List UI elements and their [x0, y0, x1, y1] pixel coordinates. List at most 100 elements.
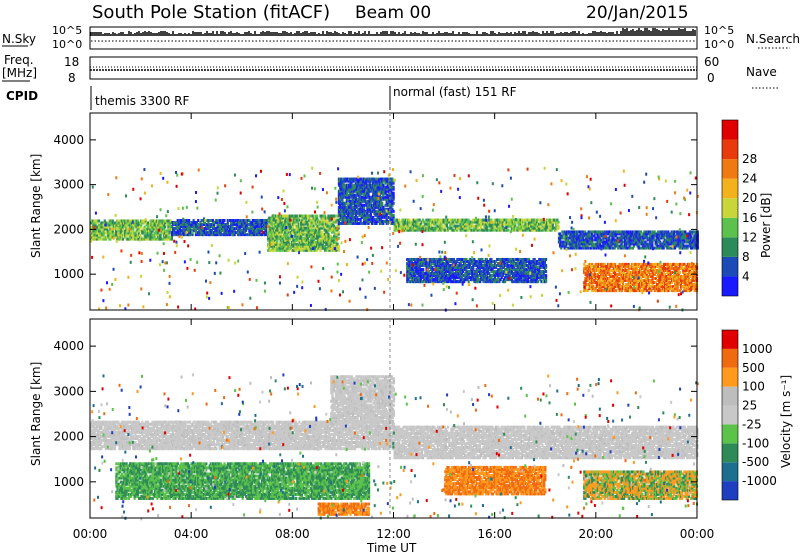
freq-tick-top: 18: [64, 55, 79, 69]
echo-cell: [374, 201, 377, 205]
echo-cell: [127, 233, 130, 237]
echo-cell: [224, 227, 227, 231]
echo-cell: [168, 223, 171, 227]
echo-cell: [298, 246, 302, 250]
echo-cell: [268, 226, 271, 230]
echo-cell: [362, 197, 366, 201]
echo-cell: [127, 219, 130, 223]
echo-cell: [161, 227, 164, 231]
echo-cell: [348, 189, 351, 193]
echo-cell: [362, 193, 366, 197]
echo-cell: [182, 223, 185, 227]
echo-cell: [181, 229, 184, 233]
echo-cell: [349, 209, 352, 213]
date-title: 20/Jan/2015: [586, 3, 689, 23]
echo-cell: [128, 229, 131, 233]
echo-cell: [348, 213, 351, 217]
echo-cell: [377, 203, 380, 207]
echo-cell: [350, 207, 353, 211]
echo-cell: [90, 221, 93, 225]
echo-cell: [156, 233, 159, 237]
echo-cell: [352, 195, 355, 199]
echo-cell: [309, 224, 312, 228]
echo-cell: [351, 207, 354, 211]
echo-cell: [180, 223, 183, 227]
echo-cell: [135, 233, 138, 237]
echo-cell: [346, 187, 350, 191]
echo-cell: [95, 237, 98, 241]
echo-cell: [223, 229, 226, 233]
echo-cell: [222, 225, 225, 229]
echo-cell: [295, 242, 298, 246]
echo-cell: [290, 228, 294, 232]
echo-cell: [308, 240, 311, 244]
echo-cell: [343, 179, 346, 183]
echo-cell: [359, 203, 362, 207]
echo-cell: [137, 221, 141, 225]
echo-cell: [257, 229, 260, 233]
echo-cell: [353, 203, 356, 207]
echo-cell: [136, 237, 139, 241]
echo-cell: [270, 232, 273, 236]
echo-cell: [231, 219, 234, 223]
echo-cell: [162, 237, 166, 241]
echo-cell: [143, 231, 146, 235]
echo-cell: [282, 222, 286, 226]
echo-cell: [356, 187, 359, 191]
echo-cell: [375, 209, 378, 213]
echo-cell: [341, 221, 344, 225]
echo-cell: [351, 183, 354, 187]
echo-cell: [102, 235, 105, 239]
echo-cell: [194, 225, 198, 229]
echo-cell: [216, 221, 219, 225]
echo-cell: [327, 238, 330, 242]
echo-cell: [263, 219, 266, 223]
echo-cell: [275, 240, 278, 244]
echo-cell: [287, 214, 290, 218]
echo-cell: [115, 223, 118, 227]
echo-cell: [284, 228, 287, 232]
echo-cell: [192, 225, 195, 229]
echo-cell: [340, 197, 343, 201]
echo-cell: [280, 222, 283, 226]
echo-cell: [345, 215, 349, 219]
echo-cell: [338, 177, 342, 181]
echo-cell: [256, 233, 259, 237]
echo-cell: [303, 236, 306, 240]
echo-cell: [268, 248, 271, 252]
echo-cell: [374, 205, 377, 209]
echo-cell: [269, 230, 272, 234]
echo-cell: [189, 225, 192, 229]
echo-cell: [298, 238, 302, 242]
echo-cell: [194, 221, 198, 225]
echo-cell: [175, 223, 178, 227]
echo-cell: [287, 230, 290, 234]
echo-cell: [552, 218, 556, 222]
echo-cell: [311, 240, 314, 244]
echo-cell: [259, 233, 262, 237]
echo-cell: [329, 234, 332, 238]
echo-cell: [320, 238, 323, 242]
echo-cell: [287, 248, 290, 252]
echo-cell: [103, 235, 106, 239]
echo-cell: [108, 219, 111, 223]
echo-cell: [311, 214, 314, 218]
echo-cell: [151, 225, 154, 229]
echo-cell: [375, 195, 378, 199]
echo-cell: [376, 187, 379, 191]
echo-cell: [330, 244, 333, 248]
echo-cell: [317, 246, 320, 250]
echo-cell: [95, 221, 98, 225]
echo-cell: [343, 187, 346, 191]
echo-cell: [200, 233, 203, 237]
echo-cell: [381, 205, 384, 209]
echo-cell: [366, 205, 369, 209]
echo-cell: [345, 211, 349, 215]
echo-cell: [286, 246, 289, 250]
echo-cell: [373, 221, 376, 225]
echo-cell: [272, 218, 275, 222]
echo-cell: [161, 229, 164, 233]
echo-cell: [361, 189, 364, 193]
echo-cell: [290, 224, 294, 228]
echo-cell: [163, 237, 167, 241]
